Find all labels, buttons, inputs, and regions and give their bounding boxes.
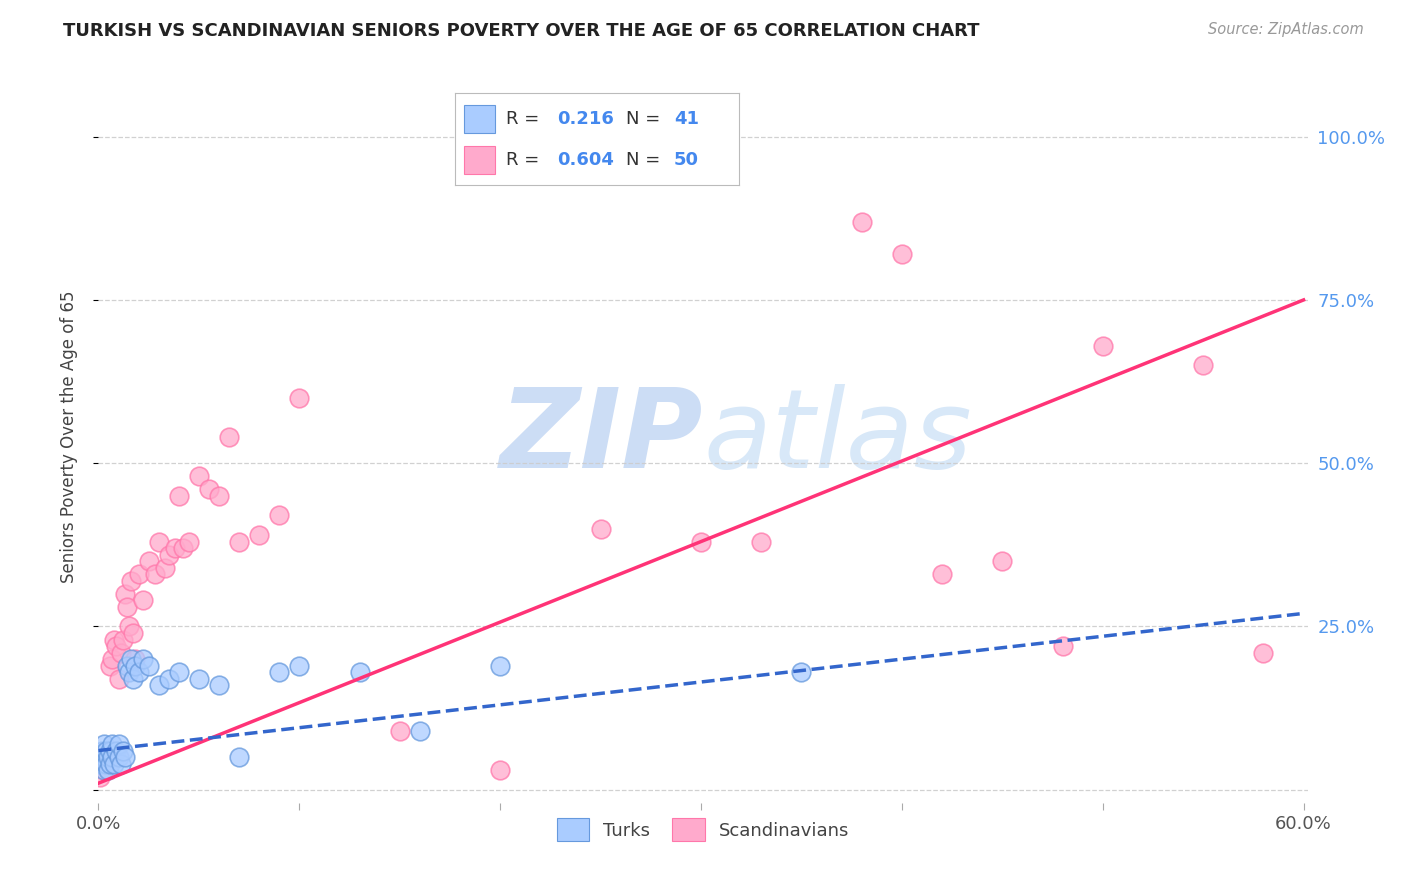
Point: [110, 646, 132, 660]
Point: [100, 756, 122, 771]
Point: [349, 665, 371, 680]
Point: [120, 652, 142, 666]
Point: [163, 541, 186, 555]
Point: [91, 743, 114, 757]
Y-axis label: Seniors Poverty Over the Age of 65: Seniors Poverty Over the Age of 65: [59, 291, 77, 583]
Point: [91, 756, 114, 771]
Point: [97, 763, 120, 777]
Point: [1091, 338, 1114, 352]
Point: [138, 554, 160, 568]
Point: [208, 678, 231, 692]
Point: [187, 672, 209, 686]
Point: [110, 756, 132, 771]
Point: [105, 639, 128, 653]
Point: [96, 756, 118, 771]
Point: [103, 632, 125, 647]
Point: [218, 430, 240, 444]
Point: [790, 665, 813, 680]
Point: [96, 750, 118, 764]
Point: [114, 750, 136, 764]
Point: [247, 528, 270, 542]
Point: [107, 737, 129, 751]
Point: [991, 554, 1014, 568]
Point: [121, 626, 143, 640]
Point: [111, 632, 134, 647]
Point: [690, 534, 713, 549]
Point: [1192, 358, 1215, 372]
Point: [1253, 646, 1275, 660]
Point: [101, 737, 124, 751]
Point: [143, 567, 166, 582]
Point: [124, 652, 146, 666]
Point: [97, 750, 120, 764]
Point: [269, 508, 291, 523]
Point: [172, 541, 194, 555]
Point: [157, 548, 180, 562]
Point: [131, 652, 153, 666]
Point: [128, 665, 150, 680]
Point: [91, 750, 114, 764]
Point: [100, 743, 122, 757]
Point: [148, 534, 170, 549]
Point: [101, 750, 124, 764]
Point: [89, 756, 111, 771]
Point: [115, 658, 138, 673]
Point: [100, 658, 122, 673]
Point: [269, 665, 291, 680]
Point: [153, 560, 176, 574]
Text: TURKISH VS SCANDINAVIAN SENIORS POVERTY OVER THE AGE OF 65 CORRELATION CHART: TURKISH VS SCANDINAVIAN SENIORS POVERTY …: [63, 22, 980, 40]
Point: [96, 743, 118, 757]
Point: [167, 489, 190, 503]
Point: [177, 534, 200, 549]
Point: [288, 391, 311, 405]
Point: [489, 658, 512, 673]
Point: [117, 619, 139, 633]
Point: [167, 665, 190, 680]
Point: [124, 658, 146, 673]
Point: [228, 750, 250, 764]
Point: [589, 521, 612, 535]
Point: [388, 723, 411, 738]
Point: [131, 593, 153, 607]
Point: [97, 763, 120, 777]
Point: [138, 658, 160, 673]
Point: [107, 672, 129, 686]
Point: [187, 469, 209, 483]
Point: [103, 756, 125, 771]
Point: [157, 672, 180, 686]
Text: ZIP: ZIP: [499, 384, 703, 491]
Point: [128, 567, 150, 582]
Point: [115, 599, 138, 614]
Point: [198, 483, 221, 497]
Point: [107, 750, 129, 764]
Point: [120, 574, 142, 588]
Point: [890, 247, 912, 261]
Point: [93, 750, 115, 764]
Point: [111, 743, 134, 757]
Point: [89, 770, 111, 784]
Point: [105, 743, 128, 757]
Point: [1052, 639, 1074, 653]
Point: [121, 672, 143, 686]
Point: [749, 534, 772, 549]
Point: [93, 763, 115, 777]
Point: [148, 678, 170, 692]
Legend: Turks, Scandinavians: Turks, Scandinavians: [550, 811, 856, 848]
Point: [851, 214, 873, 228]
Point: [208, 489, 231, 503]
Point: [409, 723, 432, 738]
Text: Source: ZipAtlas.com: Source: ZipAtlas.com: [1208, 22, 1364, 37]
Point: [931, 567, 953, 582]
Point: [228, 534, 250, 549]
Text: atlas: atlas: [703, 384, 972, 491]
Point: [114, 587, 136, 601]
Point: [93, 737, 115, 751]
Point: [117, 665, 139, 680]
Point: [288, 658, 311, 673]
Point: [489, 763, 512, 777]
Point: [93, 763, 115, 777]
Point: [101, 652, 124, 666]
